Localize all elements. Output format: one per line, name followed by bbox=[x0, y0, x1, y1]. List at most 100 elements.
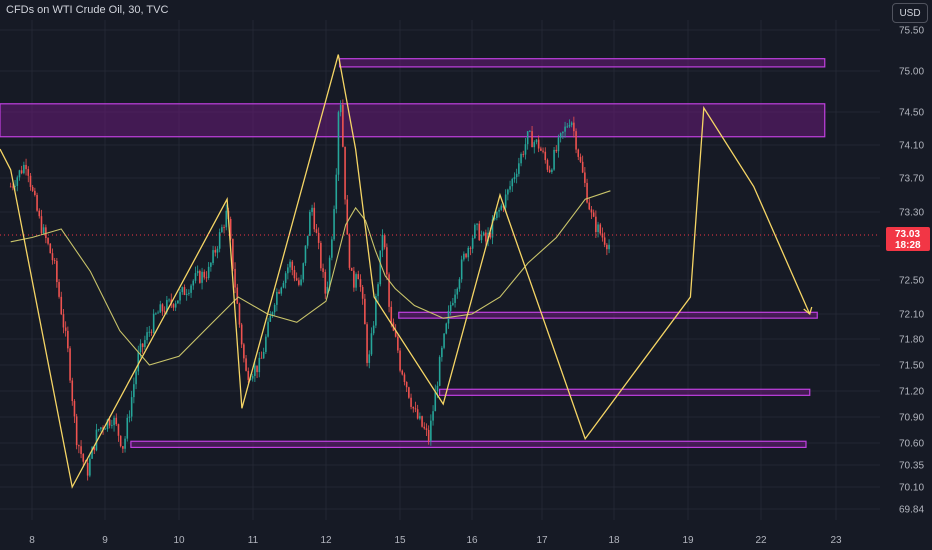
candle-body bbox=[331, 239, 333, 258]
candle-body bbox=[454, 294, 456, 303]
candle-body bbox=[40, 216, 43, 234]
candle-body bbox=[408, 387, 410, 398]
candle-body bbox=[317, 232, 320, 243]
candle-body bbox=[368, 354, 371, 363]
currency-button[interactable]: USD bbox=[892, 3, 928, 23]
price-axis[interactable]: 75.5075.0074.5074.1073.7073.3072.9072.50… bbox=[899, 26, 924, 516]
candle-body bbox=[496, 211, 498, 218]
candle-body bbox=[212, 250, 214, 263]
candle-body bbox=[280, 287, 283, 294]
candle-body bbox=[232, 238, 234, 269]
candle-body bbox=[526, 131, 529, 145]
candle-body bbox=[106, 419, 109, 429]
y-tick-label: 70.35 bbox=[899, 461, 924, 472]
candle-body bbox=[566, 126, 569, 128]
candle-body bbox=[568, 125, 571, 127]
candle-body bbox=[73, 401, 76, 417]
candle-body bbox=[265, 336, 267, 352]
candle-body bbox=[515, 173, 518, 178]
candle-body bbox=[386, 247, 388, 275]
candle-body bbox=[463, 253, 465, 260]
x-tick-label: 17 bbox=[536, 535, 548, 546]
candle-body bbox=[366, 324, 368, 363]
candle-body bbox=[592, 212, 595, 217]
candle-body bbox=[117, 424, 120, 436]
candle-body bbox=[306, 235, 309, 246]
candle-body bbox=[144, 340, 146, 348]
candle-body bbox=[254, 365, 256, 376]
candle-body bbox=[304, 245, 307, 264]
candle-body bbox=[436, 385, 439, 392]
candle-body bbox=[427, 429, 430, 441]
candle-body bbox=[205, 277, 208, 279]
y-tick-label: 74.10 bbox=[899, 141, 924, 152]
y-tick-label: 72.10 bbox=[899, 310, 924, 321]
candle-body bbox=[537, 139, 540, 149]
candle-body bbox=[441, 347, 443, 358]
y-tick-label: 70.60 bbox=[899, 439, 924, 450]
candle-body bbox=[390, 306, 393, 323]
candle-body bbox=[355, 274, 357, 288]
candle-body bbox=[256, 365, 258, 373]
candle-body bbox=[245, 358, 247, 371]
candle-body bbox=[177, 300, 179, 304]
time-axis[interactable]: 8 9 10 11 12 15 16 17 18 19 22 23 bbox=[29, 535, 842, 546]
candle-body bbox=[100, 427, 102, 430]
candle-body bbox=[584, 172, 586, 183]
candle-body bbox=[262, 351, 265, 359]
candle-body bbox=[234, 268, 236, 288]
candle-body bbox=[251, 375, 254, 379]
candle-body bbox=[577, 149, 580, 157]
candle-body bbox=[485, 232, 487, 242]
candle-body bbox=[273, 304, 276, 313]
candle-body bbox=[588, 202, 591, 210]
current-price-label: 73.03 bbox=[895, 229, 920, 240]
candle-body bbox=[438, 357, 441, 386]
candle-body bbox=[124, 438, 126, 449]
candle-body bbox=[603, 237, 606, 245]
candle-body bbox=[62, 314, 65, 328]
candle-body bbox=[267, 321, 269, 337]
candle-body bbox=[399, 350, 401, 371]
candle-body bbox=[405, 381, 408, 388]
x-tick-label: 18 bbox=[608, 535, 620, 546]
candle-body bbox=[520, 153, 522, 164]
x-tick-label: 11 bbox=[248, 535, 259, 546]
candle-body bbox=[322, 268, 324, 273]
candle-body bbox=[229, 218, 232, 239]
candle-body bbox=[53, 260, 56, 261]
candle-body bbox=[480, 235, 483, 241]
candle-body bbox=[533, 142, 536, 148]
candle-body bbox=[500, 205, 503, 210]
candle-body bbox=[174, 303, 177, 308]
candle-body bbox=[155, 313, 157, 315]
y-tick-label: 70.10 bbox=[899, 483, 924, 494]
candle-body bbox=[104, 428, 107, 430]
pattern-layer bbox=[0, 54, 813, 489]
candle-body bbox=[287, 267, 289, 274]
candle-body bbox=[476, 223, 478, 225]
candle-body bbox=[443, 333, 445, 348]
candle-body bbox=[353, 270, 355, 288]
candle-body bbox=[434, 391, 437, 412]
candle-body bbox=[410, 397, 412, 407]
candle-body bbox=[67, 330, 69, 349]
candle-body bbox=[163, 311, 166, 313]
candle-body bbox=[86, 462, 89, 476]
candle-body bbox=[416, 409, 419, 419]
candle-body bbox=[12, 186, 14, 188]
candle-body bbox=[223, 227, 225, 228]
candle-body bbox=[97, 429, 100, 431]
candle-body bbox=[161, 304, 164, 312]
candle-body bbox=[364, 298, 366, 325]
candle-body bbox=[522, 153, 525, 155]
candle-body bbox=[172, 304, 175, 308]
candle-body bbox=[478, 223, 481, 241]
candle-body bbox=[82, 453, 85, 462]
candle-body bbox=[372, 325, 375, 334]
candle-body bbox=[599, 224, 602, 234]
candle-body bbox=[260, 357, 263, 359]
candle-body bbox=[342, 104, 344, 147]
candle-body bbox=[425, 428, 428, 430]
